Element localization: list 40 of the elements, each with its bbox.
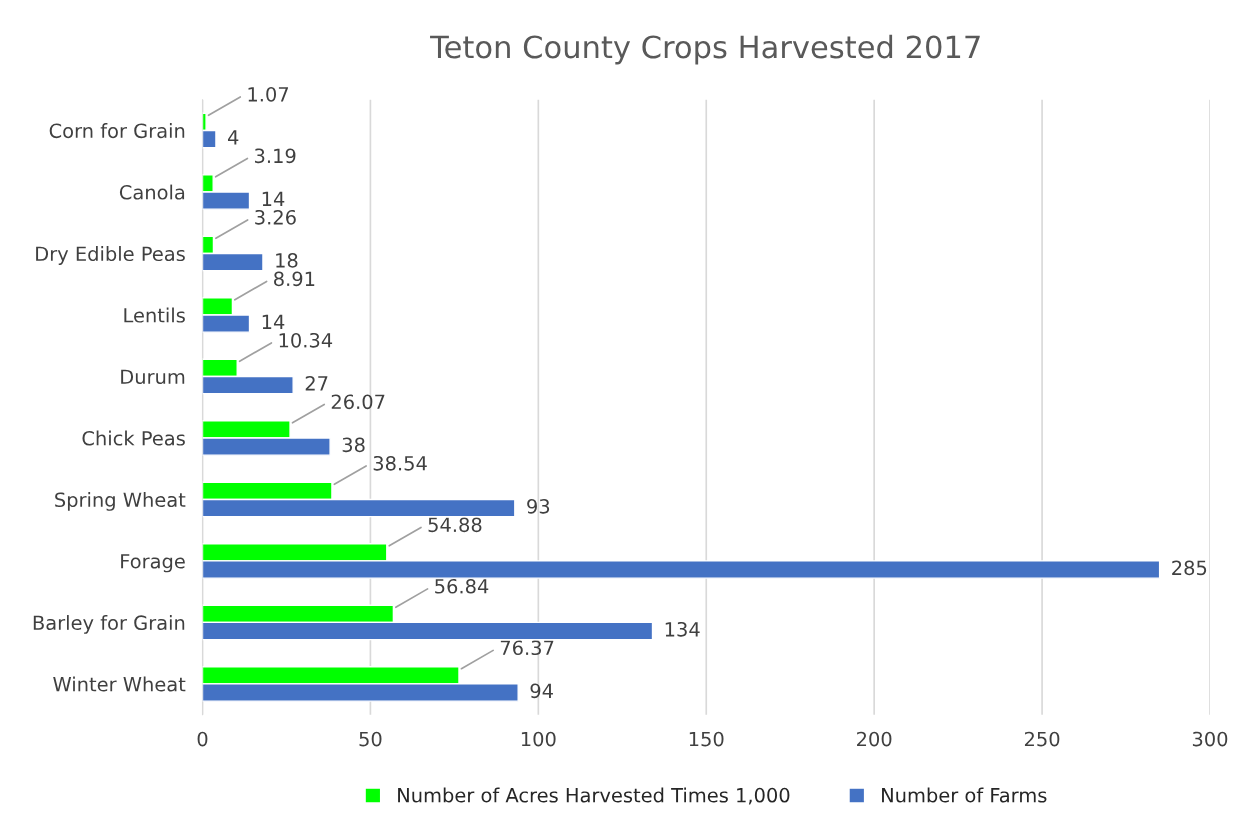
y-tick-label: Corn for Grain [49,123,185,139]
data-label: 3.19 [255,148,296,164]
legend-label: Number of Acres Harvested Times 1,000 [398,787,790,805]
data-label: 26.07 [331,394,385,410]
data-label: 134 [665,621,700,637]
y-tick-label: Durum [121,369,185,385]
x-tick-label: 200 [857,731,892,747]
data-label: 54.88 [428,517,482,533]
data-label: 8.91 [274,271,315,287]
data-label: 4 [228,130,239,145]
x-tick-label: 0 [197,731,208,747]
data-label: 76.37 [500,640,554,656]
data-label: 93 [527,498,550,514]
x-tick-label: 50 [359,731,382,747]
y-tick-label: Canola [119,184,185,200]
x-tick-label: 150 [689,731,724,747]
y-tick-label: Spring Wheat [55,492,186,511]
y-tick-label: Dry Edible Peas [36,246,185,265]
y-tick-label: Barley for Grain [33,615,185,634]
x-tick-label: 100 [521,731,556,747]
data-label: 14 [262,314,285,329]
y-tick-label: Lentils [124,307,185,323]
legend-label: Number of Farms [882,787,1047,803]
data-label: 94 [530,683,553,699]
chart-title: Teton County Crops Harvested 2017 [430,34,980,65]
y-tick-label: Winter Wheat [53,676,186,692]
data-label: 10.34 [279,332,333,348]
y-tick-label: Chick Peas [82,430,185,446]
data-label: 1.07 [248,86,289,102]
data-label: 18 [276,253,298,268]
data-label: 14 [262,191,285,206]
data-label: 38.54 [373,455,427,471]
data-label: 3.26 [255,209,296,225]
y-tick-label: Forage [121,554,185,573]
x-tick-label: 250 [1024,731,1060,747]
data-label: 38 [342,437,365,453]
data-label: 285 [1172,560,1207,576]
data-label: 27 [305,375,328,391]
data-label: 56.84 [435,578,489,594]
x-tick-label: 300 [1192,731,1228,747]
